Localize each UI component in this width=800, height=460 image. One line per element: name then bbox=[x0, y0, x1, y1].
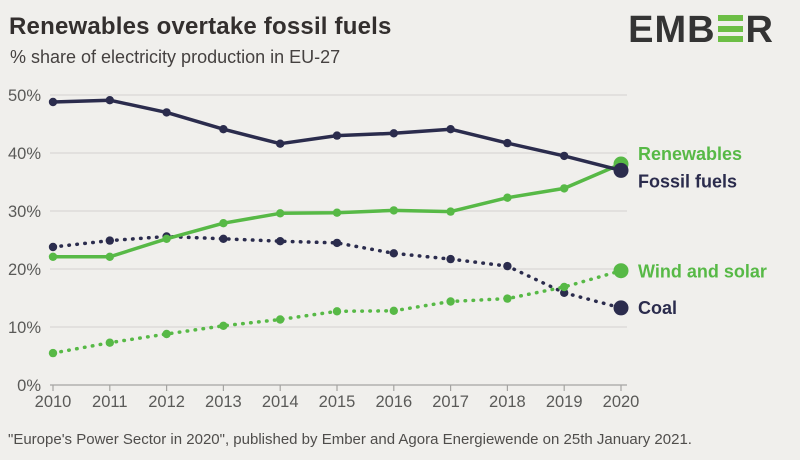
data-point-wind-and-solar-2020 bbox=[613, 263, 629, 279]
data-point-wind-and-solar-2012 bbox=[162, 329, 171, 339]
x-axis-label-2014: 2014 bbox=[262, 393, 299, 411]
y-axis-label-30: 30% bbox=[8, 203, 41, 221]
ember-logo: EMB R bbox=[628, 11, 774, 49]
data-point-coal-2013 bbox=[219, 234, 228, 243]
source-citation: "Europe's Power Sector in 2020", publish… bbox=[8, 431, 692, 448]
legend-label-wind-and-solar: Wind and solar bbox=[638, 262, 767, 282]
data-point-wind-and-solar-2011 bbox=[105, 338, 115, 347]
y-axis-label-50: 50% bbox=[8, 87, 41, 105]
data-point-renewables-2013 bbox=[219, 219, 228, 228]
data-point-fossil-fuels-2019 bbox=[560, 151, 569, 161]
chart-title: Renewables overtake fossil fuels bbox=[9, 13, 392, 40]
x-axis-label-2011: 2011 bbox=[92, 393, 127, 411]
legend-label-fossil-fuels: Fossil fuels bbox=[638, 171, 737, 191]
data-point-coal-2010 bbox=[48, 242, 58, 252]
data-point-wind-and-solar-2015 bbox=[332, 307, 342, 316]
data-point-wind-and-solar-2013 bbox=[219, 321, 228, 330]
data-point-fossil-fuels-2015 bbox=[332, 131, 342, 140]
x-axis-label-2012: 2012 bbox=[148, 393, 185, 411]
data-point-coal-2016 bbox=[389, 249, 398, 258]
data-point-coal-2015 bbox=[332, 238, 342, 248]
y-axis-label-40: 40% bbox=[8, 145, 41, 163]
x-axis-label-2017: 2017 bbox=[432, 393, 469, 411]
x-axis-label-2018: 2018 bbox=[489, 393, 526, 411]
y-axis-label-0: 0% bbox=[17, 377, 41, 395]
data-point-wind-and-solar-2017 bbox=[446, 297, 455, 306]
x-axis-label-2016: 2016 bbox=[375, 393, 412, 411]
data-point-fossil-fuels-2020 bbox=[613, 162, 629, 178]
data-point-fossil-fuels-2016 bbox=[389, 129, 398, 138]
data-point-renewables-2014 bbox=[276, 209, 285, 218]
data-point-coal-2019 bbox=[560, 288, 569, 297]
data-point-fossil-fuels-2018 bbox=[503, 138, 512, 148]
logo-green-e-icon bbox=[717, 15, 743, 42]
logo-text-r: R bbox=[745, 9, 774, 51]
data-point-renewables-2011 bbox=[105, 252, 115, 261]
series-line-coal bbox=[51, 234, 623, 310]
y-axis-label-20: 20% bbox=[8, 261, 41, 279]
data-point-fossil-fuels-2012 bbox=[162, 108, 171, 117]
legend-label-coal: Coal bbox=[638, 298, 677, 318]
data-point-renewables-2015 bbox=[332, 208, 342, 217]
logo-text-emb: EMB bbox=[628, 9, 716, 51]
x-axis-label-2019: 2019 bbox=[546, 393, 583, 411]
data-point-fossil-fuels-2014 bbox=[276, 139, 285, 148]
data-point-fossil-fuels-2011 bbox=[105, 96, 115, 105]
data-point-wind-and-solar-2010 bbox=[48, 348, 58, 358]
data-point-renewables-2019 bbox=[560, 184, 569, 193]
data-point-fossil-fuels-2017 bbox=[446, 125, 455, 134]
x-axis-label-2020: 2020 bbox=[603, 393, 640, 411]
data-point-renewables-2016 bbox=[389, 206, 398, 215]
legend-label-renewables: Renewables bbox=[638, 144, 742, 164]
data-point-wind-and-solar-2018 bbox=[503, 294, 512, 303]
data-point-renewables-2010 bbox=[48, 252, 58, 261]
data-point-coal-2020 bbox=[613, 300, 629, 316]
data-point-renewables-2017 bbox=[446, 207, 455, 216]
chart-subtitle: % share of electricity production in EU-… bbox=[10, 47, 341, 67]
data-point-renewables-2018 bbox=[503, 193, 512, 202]
data-point-wind-and-solar-2016 bbox=[389, 306, 398, 315]
data-point-coal-2014 bbox=[276, 237, 285, 246]
data-point-wind-and-solar-2014 bbox=[276, 315, 285, 324]
data-point-fossil-fuels-2013 bbox=[219, 125, 228, 134]
data-point-coal-2018 bbox=[503, 261, 512, 271]
x-axis-label-2010: 2010 bbox=[35, 393, 72, 411]
data-point-fossil-fuels-2010 bbox=[48, 97, 58, 107]
data-point-renewables-2012 bbox=[162, 234, 171, 243]
x-axis-label-2013: 2013 bbox=[205, 393, 242, 411]
y-axis-label-10: 10% bbox=[8, 319, 41, 337]
data-point-coal-2011 bbox=[105, 236, 115, 245]
x-axis-label-2015: 2015 bbox=[319, 393, 356, 411]
data-point-wind-and-solar-2019 bbox=[560, 282, 569, 292]
data-point-coal-2017 bbox=[446, 254, 455, 264]
